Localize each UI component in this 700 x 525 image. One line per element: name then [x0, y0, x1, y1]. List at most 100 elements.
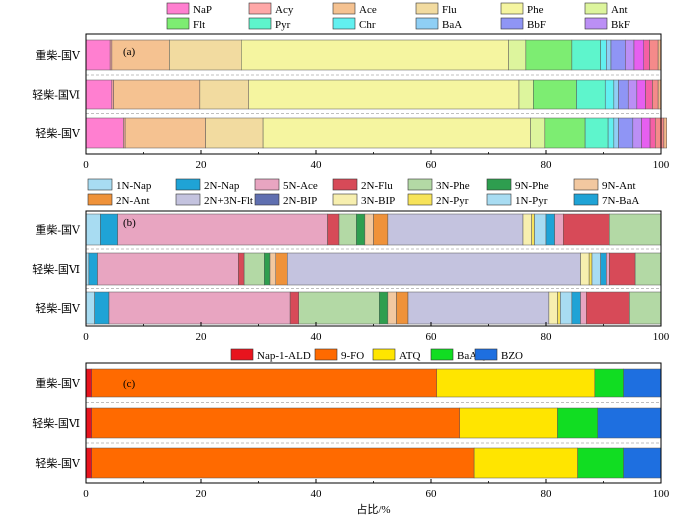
bar-segment — [629, 291, 662, 325]
legend-label: 2N+3N-Flt — [204, 195, 253, 207]
bar-segment — [364, 213, 374, 246]
bar-segment — [560, 291, 573, 325]
bar-segment — [85, 39, 111, 71]
legend-swatch — [500, 2, 524, 15]
bar-segment — [554, 213, 564, 246]
bar-segment — [108, 291, 291, 325]
legend-swatch — [248, 17, 272, 30]
bar-segment — [600, 252, 607, 286]
x-axis: 0 20 40 60 80 100 — [83, 479, 670, 500]
legend-swatch — [175, 178, 201, 191]
x-tick-label: 80 — [541, 159, 553, 171]
legend-label: 9N-Ant — [602, 180, 636, 192]
legend-label: BbF — [527, 19, 546, 31]
bar-segment — [85, 291, 95, 325]
legend-swatch — [332, 2, 356, 15]
bar-segment — [655, 117, 665, 149]
bar-segment — [373, 213, 389, 246]
bar-segment — [264, 252, 271, 286]
legend-label: Acy — [275, 4, 294, 16]
bar-segment — [205, 117, 264, 149]
x-tick-label: 60 — [426, 488, 438, 500]
legend-label: Flu — [442, 4, 457, 16]
bar-segment — [287, 252, 581, 286]
legend: 1N-Nap 2N-Nap 5N-Ace 2N-Flu 3N-Phe 9N-Phe 9N-A… — [87, 178, 639, 207]
x-tick-label: 60 — [426, 331, 438, 343]
legend-label: Flt — [193, 19, 205, 31]
bar-segment — [338, 213, 357, 246]
bar-segment — [609, 213, 662, 246]
bar-segment — [649, 39, 659, 71]
category-label: 轻柴-国Ⅵ — [32, 416, 80, 430]
category-label: 轻柴-国Ⅴ — [35, 456, 81, 470]
legend-swatch — [87, 193, 113, 206]
bar-segment — [94, 291, 110, 325]
bar-segment — [618, 117, 634, 149]
category-label: 重柴-国Ⅴ — [35, 223, 81, 237]
bar-segment — [610, 39, 626, 71]
legend: NaP Acy Ace Flu Phe Ant Flt Pyr Chr BaA BbF BkF — [166, 2, 630, 31]
bar-segment — [618, 79, 629, 110]
category-label: 重柴-国Ⅴ — [35, 376, 81, 390]
bar-segment — [289, 291, 299, 325]
legend: Nap-1-ALD 9-FO ATQ BaAQ BZO — [230, 348, 523, 362]
bar-segment — [91, 368, 437, 398]
bar-segment — [327, 213, 340, 246]
bar-segment — [111, 79, 114, 110]
legend-swatch — [415, 2, 439, 15]
bar-segment — [533, 79, 577, 110]
bar-segment — [600, 39, 607, 71]
legend-swatch — [332, 193, 358, 206]
legend-swatch — [415, 17, 439, 30]
panel-b: 1N-Nap 2N-Nap 5N-Ace 2N-Flu 3N-Phe 9N-Phe 9N-A… — [32, 178, 670, 343]
bar-segment — [85, 368, 92, 398]
legend-swatch — [474, 348, 498, 361]
legend-swatch — [584, 17, 608, 30]
bar-segment — [508, 39, 527, 71]
category-label: 轻柴-国Ⅴ — [35, 126, 81, 140]
legend-swatch — [166, 17, 190, 30]
bar-segment — [85, 79, 113, 110]
bar-segment — [604, 79, 615, 110]
panel-a: NaP Acy Ace Flu Phe Ant Flt Pyr Chr BaA BbF BkF 重柴-国… — [32, 2, 670, 171]
bar-segment — [571, 39, 601, 71]
bar-segment — [623, 368, 662, 398]
legend-swatch — [332, 178, 358, 191]
bar-segment — [607, 117, 615, 149]
bar-segment — [633, 39, 644, 71]
legend-swatch — [166, 2, 190, 15]
x-tick-label: 100 — [653, 159, 670, 171]
legend-label: BZO — [501, 350, 523, 362]
category-label: 重柴-国Ⅴ — [35, 48, 81, 62]
bar-segment — [97, 252, 239, 286]
legend-label: 2N-Nap — [204, 180, 240, 192]
bar-segment — [663, 117, 667, 149]
bar-segment — [85, 407, 92, 439]
bar-segment — [407, 291, 550, 325]
legend-label: 5N-Ace — [283, 180, 318, 192]
bar-segment — [298, 291, 380, 325]
legend-swatch — [254, 193, 280, 206]
bar-segment — [609, 252, 636, 286]
bar-segment — [571, 291, 581, 325]
legend-label: ATQ — [399, 350, 420, 362]
x-tick-label: 40 — [311, 331, 323, 343]
panel-label: (c) — [123, 378, 136, 390]
x-tick-label: 20 — [196, 159, 208, 171]
legend-swatch — [500, 17, 524, 30]
panel-label: (a) — [123, 46, 136, 58]
bar-segment — [584, 117, 609, 149]
bar-segment — [588, 252, 593, 286]
bar-segment — [91, 447, 475, 479]
legend-label: 1N-Pyr — [515, 195, 548, 207]
x-axis: 0 20 40 60 80 100 — [83, 322, 670, 343]
legend-label: 2N-Pyr — [436, 195, 469, 207]
bar-segment — [243, 252, 265, 286]
legend-label: BkF — [611, 19, 630, 31]
x-axis: 0 20 40 60 80 100 — [83, 150, 670, 171]
legend-label: Phe — [527, 4, 544, 16]
bar-segment — [613, 79, 619, 110]
bar-segment — [557, 407, 598, 439]
bar-segment — [117, 213, 328, 246]
